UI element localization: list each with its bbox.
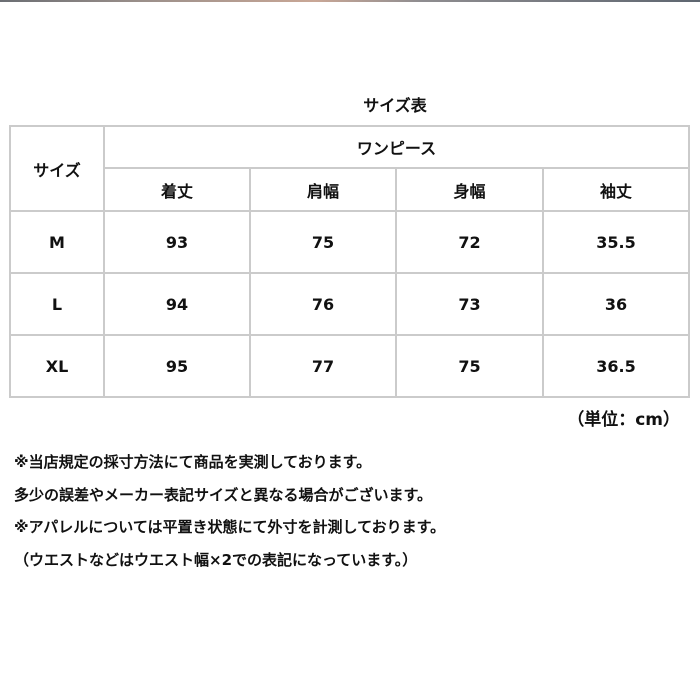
column-header: 着丈: [103, 167, 251, 212]
size-cell: XL: [9, 334, 105, 398]
value-cell: 75: [395, 334, 544, 398]
unit-label: （単位：cm）: [567, 410, 680, 430]
value-cell: 94: [103, 272, 251, 336]
note-line: ※アパレルについては平置き状態にて外寸を計測しております。: [14, 518, 446, 536]
size-cell: M: [9, 210, 105, 274]
note-line: 多少の誤差やメーカー表記サイズと異なる場合がございます。: [14, 485, 433, 504]
table-row: L 94 76 73 36: [9, 272, 690, 336]
group-header: ワンピース: [103, 125, 690, 169]
value-cell: 72: [395, 210, 544, 274]
table-row: XL 95 77 75 36.5: [9, 334, 690, 398]
size-cell: L: [9, 272, 105, 336]
size-table: サイズ ワンピース 着丈 肩幅 身幅 袖丈 M 93 75 72 35.5 L …: [9, 125, 690, 398]
top-image-edge: [0, 0, 700, 2]
notes: ※当店規定の採寸方法にて商品を実測しております。 多少の誤差やメーカー表記サイズ…: [14, 446, 445, 576]
value-cell: 75: [249, 210, 397, 274]
page-title: サイズ表: [363, 96, 427, 115]
value-cell: 93: [103, 210, 251, 274]
column-header: 袖丈: [542, 167, 690, 212]
note-line: ※当店規定の採寸方法にて商品を実測しております。: [14, 453, 372, 471]
column-header: 身幅: [395, 167, 544, 212]
value-cell: 35.5: [542, 210, 690, 274]
table-row: M 93 75 72 35.5: [9, 210, 690, 274]
value-cell: 36.5: [542, 334, 690, 398]
value-cell: 73: [395, 272, 544, 336]
value-cell: 95: [103, 334, 251, 398]
value-cell: 36: [542, 272, 690, 336]
value-cell: 77: [249, 334, 397, 398]
column-header: 肩幅: [249, 167, 397, 212]
note-line: （ウエストなどはウエスト幅×2での表記になっています。）: [14, 550, 418, 569]
size-header: サイズ: [9, 125, 105, 212]
value-cell: 76: [249, 272, 397, 336]
